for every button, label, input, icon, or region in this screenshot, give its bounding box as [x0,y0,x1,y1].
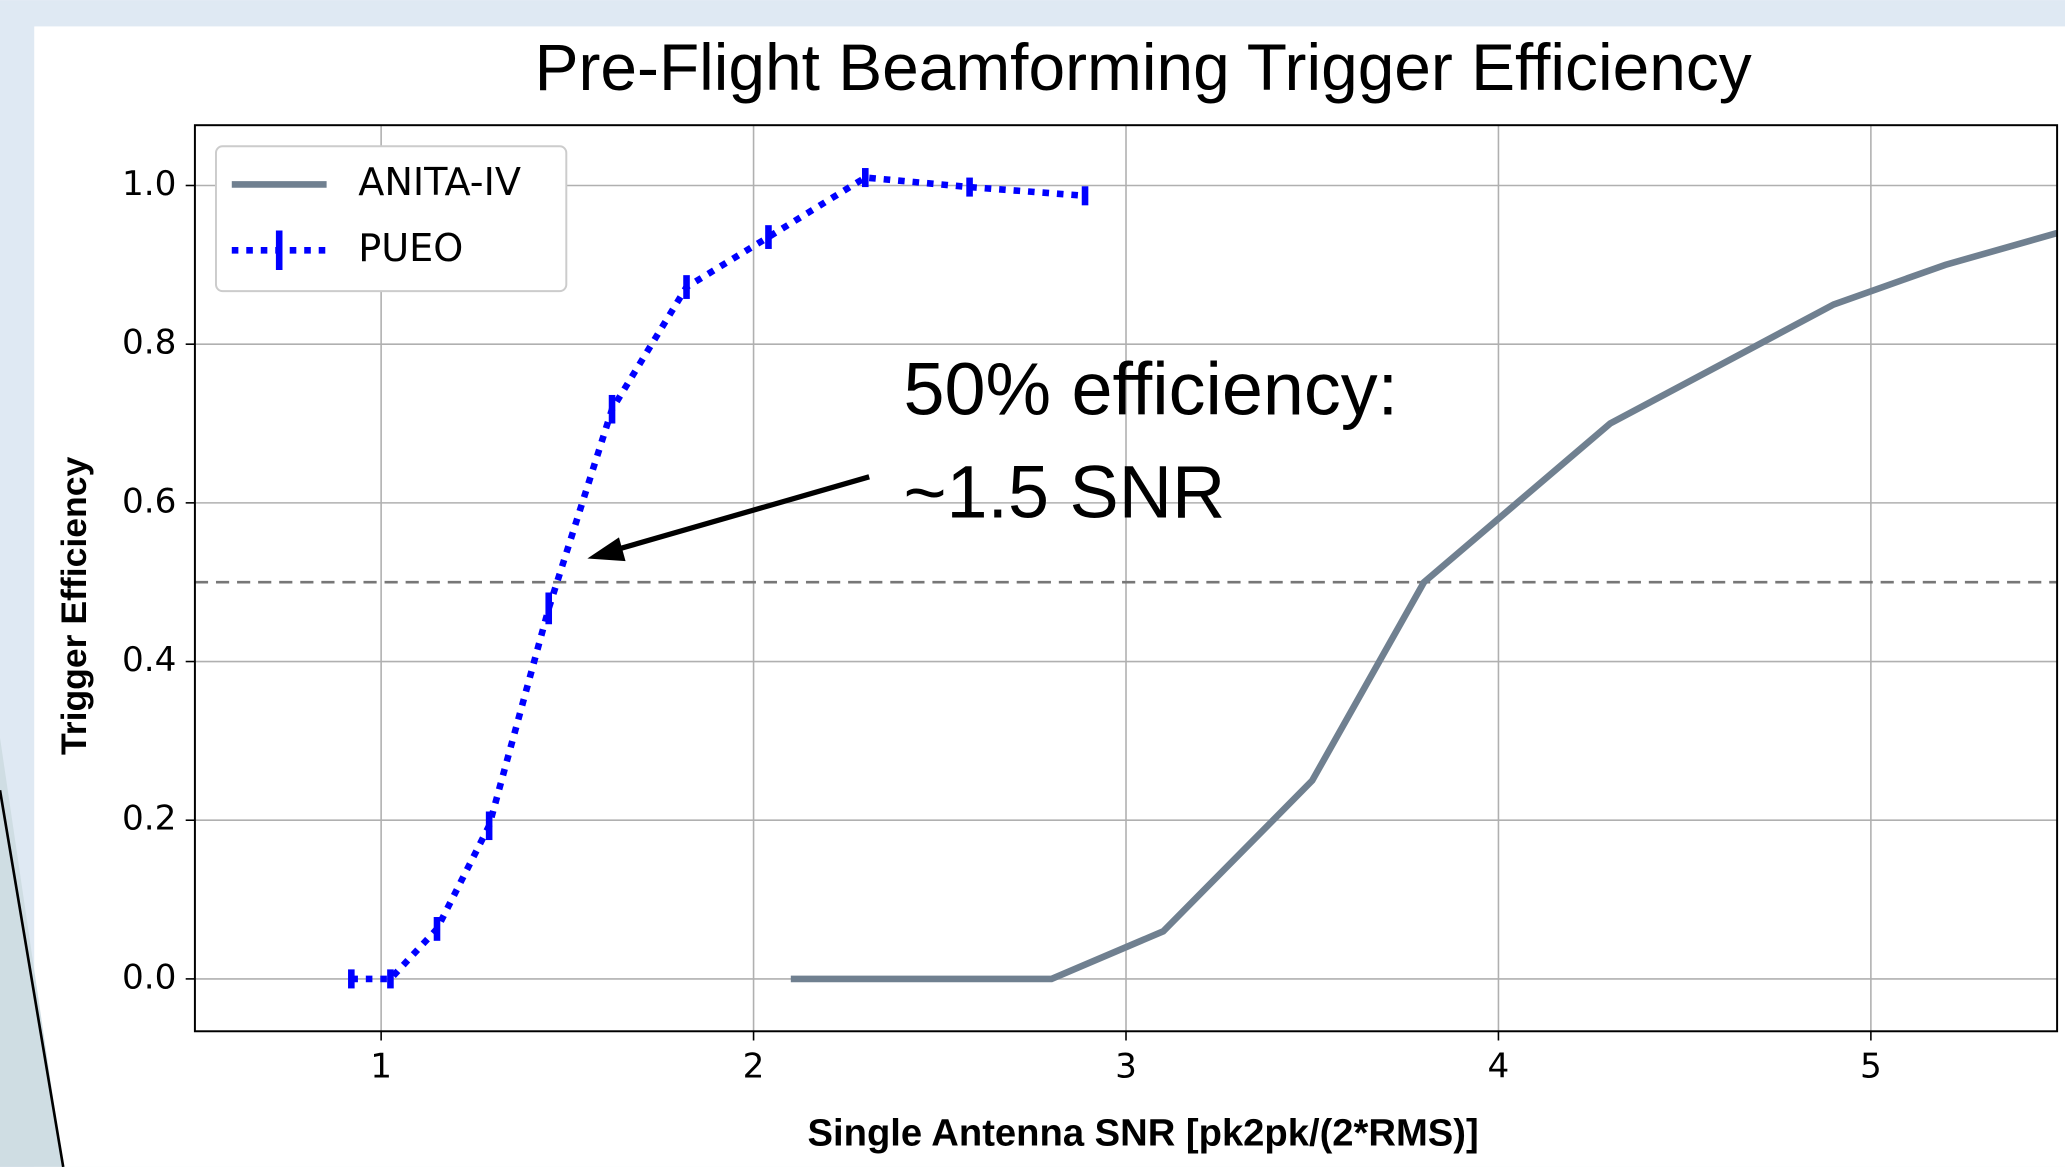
y-axis-label: Trigger Efficiency [54,457,94,756]
x-tick-label: 1 [370,1047,392,1087]
y-tick-label: 0.8 [122,323,176,363]
annotation: ~1.5 SNR [903,450,1225,533]
x-axis-label: Single Antenna SNR [pk2pk/(2*RMS)] [808,1111,1479,1154]
x-tick-label: 2 [743,1047,765,1087]
x-tick-label: 4 [1488,1047,1510,1087]
annotation: 50% efficiency: [903,348,1398,431]
y-tick-label: 0.2 [122,799,176,839]
x-tick-label: 5 [1860,1047,1882,1087]
y-tick-label: 0.6 [122,481,176,521]
arrow [607,474,870,555]
decoration-line [0,790,65,1167]
y-tick-label: 1.0 [122,164,176,204]
x-tick-label: 3 [1115,1047,1137,1087]
plot-area [185,124,2059,1041]
y-tick-label: 0.4 [122,640,176,680]
series-line [790,229,2058,983]
legend-label: PUEO [358,227,463,271]
arrow-head [587,537,626,562]
y-tick-label: 0.0 [122,957,176,997]
chart-title: Pre-Flight Beamforming Trigger Efficienc… [535,30,1752,104]
legend-label: ANITA-IV [358,161,521,205]
axes-frame [193,124,2059,1033]
